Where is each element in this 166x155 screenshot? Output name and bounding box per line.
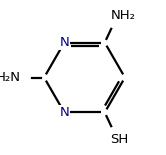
Text: NH₂: NH₂	[111, 9, 135, 22]
Text: N: N	[59, 106, 69, 119]
Text: SH: SH	[111, 133, 129, 146]
Text: H₂N: H₂N	[0, 71, 21, 84]
Text: N: N	[59, 36, 69, 49]
